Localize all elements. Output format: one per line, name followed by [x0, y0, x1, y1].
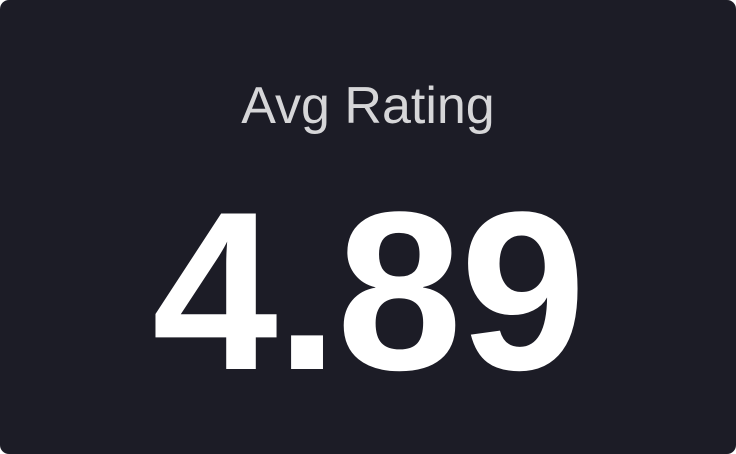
stat-value: 4.89 [152, 164, 586, 417]
stat-title: Avg Rating [241, 77, 495, 135]
